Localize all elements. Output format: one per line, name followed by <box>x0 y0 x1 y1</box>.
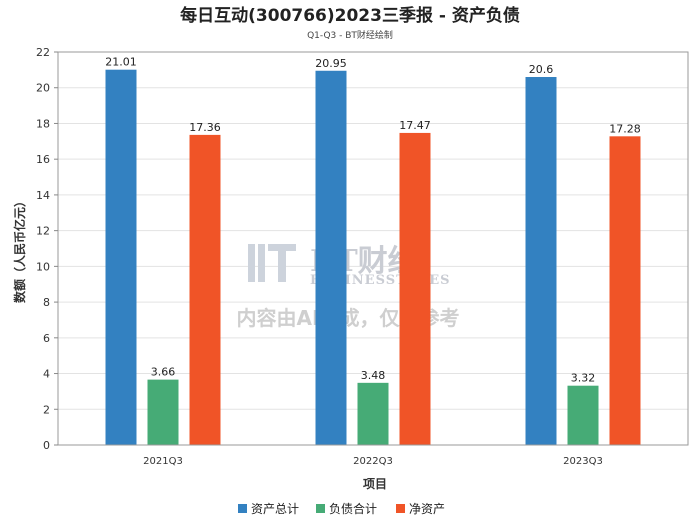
y-tick-label: 10 <box>36 260 50 273</box>
x-axis-ticks: 2021Q3 2022Q3 2023Q3 <box>143 456 603 467</box>
y-axis-label: 数额（人民币亿元） <box>12 195 27 303</box>
y-tick-label: 14 <box>36 189 50 202</box>
data-label: 17.36 <box>189 121 221 134</box>
y-tick-label: 4 <box>43 368 50 381</box>
y-tick-label: 8 <box>43 296 50 309</box>
chart-subtitle: Q1-Q3 - BT财经绘制 <box>307 29 393 41</box>
axes <box>54 51 689 446</box>
data-label: 3.48 <box>361 369 386 382</box>
bar <box>567 385 599 445</box>
legend: 资产总计 负债合计 净资产 <box>238 501 445 516</box>
bar <box>399 132 431 445</box>
legend-swatch <box>396 504 405 513</box>
bar <box>525 77 557 445</box>
bar <box>105 69 137 445</box>
data-label: 3.66 <box>151 366 176 379</box>
data-label: 17.47 <box>399 119 431 132</box>
gridlines <box>58 87 688 410</box>
x-tick-label: 2023Q3 <box>563 456 603 467</box>
y-tick-label: 12 <box>36 225 50 238</box>
data-label: 3.32 <box>571 372 596 385</box>
x-axis-label: 项目 <box>363 477 387 491</box>
y-tick-label: 20 <box>36 82 50 95</box>
y-axis-ticks: 0 2 4 6 8 10 12 14 16 18 20 22 <box>36 46 50 452</box>
y-tick-label: 6 <box>43 332 50 345</box>
legend-swatch <box>238 504 247 513</box>
bar <box>147 379 179 445</box>
data-label: 20.95 <box>315 57 347 70</box>
plot-frame <box>57 51 689 446</box>
y-tick-label: 2 <box>43 403 50 416</box>
y-tick-label: 22 <box>36 46 50 59</box>
data-labels: 21.01 3.66 17.36 20.95 3.48 17.47 20.6 3.32 17.2… <box>105 56 641 385</box>
bar <box>315 70 347 445</box>
bt-logo-icon <box>248 244 296 282</box>
legend-item-label: 负债合计 <box>329 501 377 516</box>
legend-swatch <box>316 504 325 513</box>
y-tick-label: 0 <box>43 439 50 452</box>
bar <box>609 136 641 446</box>
data-label: 17.28 <box>609 122 641 135</box>
x-tick-label: 2021Q3 <box>143 456 183 467</box>
chart-title: 每日互动(300766)2023三季报 - 资产负债 <box>180 5 520 26</box>
bars <box>105 69 641 446</box>
x-tick-label: 2022Q3 <box>353 456 393 467</box>
y-tick-label: 16 <box>36 153 50 166</box>
bar <box>357 382 389 445</box>
legend-item-label: 净资产 <box>409 502 445 516</box>
data-label: 21.01 <box>105 56 137 69</box>
data-label: 20.6 <box>529 63 554 76</box>
legend-item-label: 资产总计 <box>251 502 299 516</box>
y-tick-label: 18 <box>36 117 50 130</box>
bar <box>189 134 221 445</box>
